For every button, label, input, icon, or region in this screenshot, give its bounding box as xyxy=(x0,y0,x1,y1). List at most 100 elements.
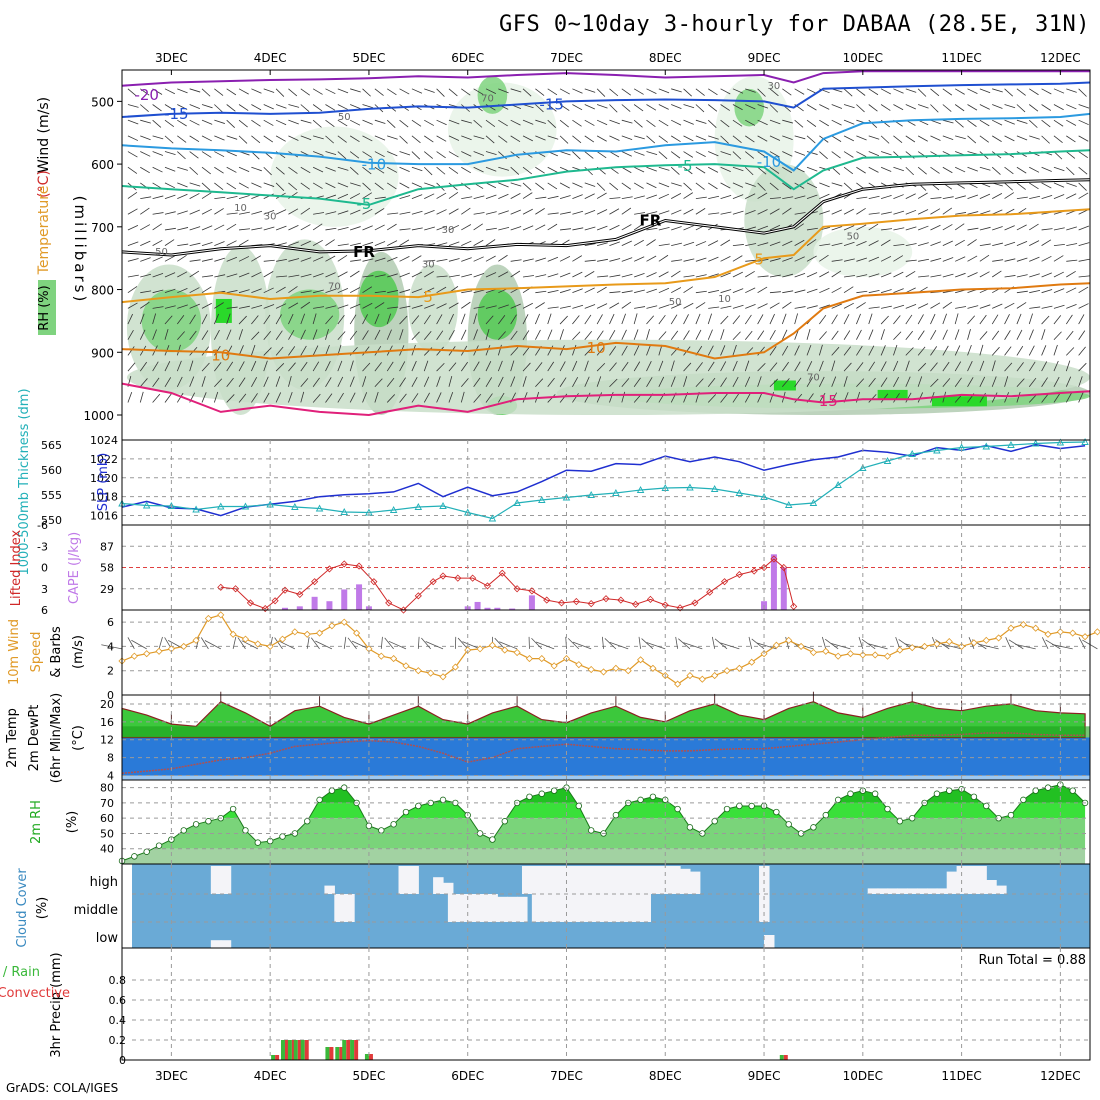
wind-barb xyxy=(1016,362,1024,372)
wind-speed-point xyxy=(501,646,509,654)
chart-marks xyxy=(38,70,1100,1060)
wind-barb xyxy=(671,88,682,93)
wind-speed-point xyxy=(1081,633,1089,641)
wind-barb xyxy=(337,392,344,403)
wind-barb xyxy=(387,290,399,294)
wind-barb xyxy=(139,329,146,340)
rh-shading xyxy=(477,76,508,114)
wind-barb xyxy=(510,303,521,309)
wind-barb xyxy=(744,360,750,372)
wind-barb xyxy=(300,135,312,141)
wind-barb xyxy=(843,362,852,372)
wind-barb xyxy=(152,195,164,199)
wind-barb xyxy=(806,194,818,199)
wind-barb xyxy=(547,195,559,199)
wind-barb xyxy=(658,166,670,171)
wind-barb xyxy=(337,193,349,199)
wind-barb xyxy=(226,377,234,388)
wind-speed-point xyxy=(587,665,595,674)
wind-barb xyxy=(1016,166,1027,174)
wind-barb xyxy=(917,192,928,199)
rh-2m-point xyxy=(254,839,262,846)
wind-barb xyxy=(189,360,194,372)
isotherm-label: 10 xyxy=(587,339,606,357)
wind-barb xyxy=(695,104,705,113)
cloud-high-bar xyxy=(966,866,977,894)
wind-barb xyxy=(362,135,373,142)
wind-barb xyxy=(436,209,447,215)
wind-tick-label: 2 xyxy=(107,665,114,678)
wind-barb xyxy=(609,241,620,247)
wind-barb xyxy=(312,313,317,325)
wind-barb xyxy=(399,239,410,246)
wind-barb xyxy=(917,88,927,97)
wind-barb xyxy=(856,104,865,113)
wind-speed-point xyxy=(575,661,583,669)
wind-barb xyxy=(386,329,392,340)
wind-barb xyxy=(917,225,929,231)
rh-2m-point xyxy=(674,805,681,813)
wind-barb xyxy=(1053,376,1060,387)
wind-barb xyxy=(621,257,633,262)
wind-barb xyxy=(436,166,446,175)
wind-barb xyxy=(819,392,826,403)
precip-total-bar xyxy=(342,1040,347,1060)
wind-barb xyxy=(213,391,219,403)
wind-barb xyxy=(858,636,864,649)
wind-barb xyxy=(436,376,441,387)
wind-barb xyxy=(572,393,579,403)
wind-barb xyxy=(411,194,423,199)
wind-barb xyxy=(918,258,930,262)
lifted-index-tick-label: -6 xyxy=(37,519,48,532)
wind-barb xyxy=(497,360,503,372)
wind-barb xyxy=(880,329,885,340)
wind-barb xyxy=(300,329,306,340)
wind-barb xyxy=(1016,104,1026,113)
wind-barb xyxy=(499,641,518,650)
wind-barb xyxy=(1066,119,1077,126)
wind-barb xyxy=(621,301,632,309)
wind-barb xyxy=(745,119,756,126)
wind-barb xyxy=(658,271,669,278)
lifted-index-point xyxy=(646,595,655,603)
wind-barb xyxy=(868,377,876,388)
wind-barb xyxy=(461,224,472,231)
rh-2m-point xyxy=(1069,787,1076,794)
wind-barb xyxy=(584,193,595,199)
wind-barb xyxy=(362,376,367,387)
rh-2m-point xyxy=(686,824,694,831)
wind-barb xyxy=(609,258,621,262)
cloud-high-bar xyxy=(867,888,879,894)
wind-barb xyxy=(794,88,805,95)
wind-barb xyxy=(436,258,448,262)
wind-barb xyxy=(745,182,756,187)
lifted-index-point xyxy=(217,583,225,591)
wind-barb xyxy=(411,315,420,325)
wind-barb xyxy=(152,223,162,231)
wind-barb xyxy=(856,166,866,174)
wind-barb xyxy=(522,314,529,325)
wind-barb xyxy=(226,240,237,246)
cloud-title-label: Cloud Cover xyxy=(15,868,30,948)
date-tick-label-bottom: 12DEC xyxy=(1040,1069,1080,1083)
wind-barb xyxy=(288,135,299,141)
wind-barb xyxy=(1078,166,1088,175)
wind-barb xyxy=(831,226,843,231)
wind-barb xyxy=(201,119,213,125)
wind-barb xyxy=(559,289,571,294)
wind-barb xyxy=(819,243,831,247)
wind-barb xyxy=(905,360,910,372)
wind-barb xyxy=(745,243,757,247)
wind-barb xyxy=(1016,241,1028,247)
wind-barb xyxy=(638,636,641,649)
wind-barb xyxy=(374,151,385,158)
wind-barb xyxy=(531,637,543,650)
wind-barb xyxy=(547,166,558,173)
wind-barb xyxy=(547,119,557,128)
wind-barb xyxy=(263,166,272,176)
wind-barb xyxy=(312,88,323,95)
wind-barb xyxy=(139,378,148,388)
wind-barb xyxy=(646,166,657,172)
wind-barb xyxy=(140,104,149,112)
wind-barb xyxy=(732,88,744,94)
